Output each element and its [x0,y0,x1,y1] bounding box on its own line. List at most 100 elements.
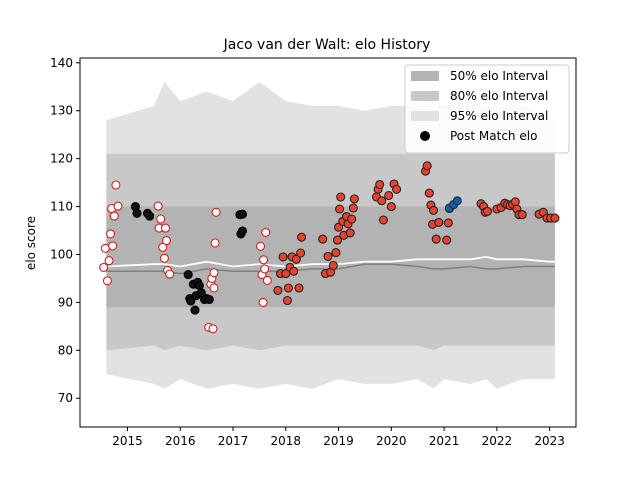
post-match-elo-point [109,211,119,221]
post-match-elo-point [422,161,432,171]
legend-swatch [411,91,439,101]
post-match-elo-point [258,297,268,307]
plot-frame [79,57,577,428]
post-match-elo-point [335,204,345,214]
post-match-elo-point [424,188,434,198]
post-match-elo-point [384,190,394,201]
post-match-elo-point [161,236,172,246]
legend-swatch [411,111,439,121]
post-match-elo-point [237,209,248,219]
y-tick-label: 100 [50,247,73,261]
post-match-elo-point [375,179,385,190]
legend: 50% elo Interval 80% elo Interval 95% elo … [404,64,570,154]
post-match-elo-point [255,241,266,251]
x-tick-label: 2018 [271,434,302,448]
post-match-elo-point [132,208,142,218]
post-match-elo-point [386,202,396,212]
post-match-elo-point [294,283,304,293]
x-tick-label: 2022 [482,434,513,448]
post-match-elo-point [452,196,462,206]
post-match-elo-point [318,234,328,244]
legend-box [404,64,570,154]
legend-marker [420,131,430,141]
y-axis: 70 80 90 100 110 120 130 140 [50,56,80,405]
post-match-elo-point [278,252,288,262]
post-match-elo-point [349,194,359,204]
post-match-elo-point [482,206,492,216]
post-match-elo-point [431,234,441,244]
post-match-elo-point [111,180,121,190]
post-match-elo-point [348,203,358,213]
post-match-elo-point [289,266,299,276]
post-match-elo-point [106,229,116,239]
post-match-elo-point [211,207,221,217]
post-match-elo-point [517,210,527,220]
post-match-elo-point [345,228,355,238]
legend-label: 95% elo Interval [450,109,548,123]
post-match-elo-point [183,270,193,280]
post-match-elo-point [186,296,196,306]
post-match-elo-point [296,248,306,258]
post-match-elo-point [237,226,248,236]
post-match-elo-point [392,184,402,194]
x-axis: 2015 2016 2017 2018 2019 2020 2021 2022 2023 [112,427,565,448]
post-match-elo-point [336,192,346,202]
post-match-elo-point [273,285,283,295]
post-match-elo-point [550,213,560,223]
post-match-elo-point [259,255,269,265]
post-match-elo-point [102,276,112,286]
post-match-elo-point [377,196,387,206]
post-match-elo-point [165,269,175,279]
legend-label: Post Match elo [450,129,537,143]
y-tick-label: 130 [50,104,73,118]
post-match-elo-point [282,295,292,306]
y-axis-label: elo score [24,216,38,270]
post-match-elo-point [160,223,171,233]
y-tick-label: 90 [58,295,73,309]
post-match-elo-point [153,201,163,211]
post-match-elo-point [261,227,271,237]
post-match-elo-point [428,205,439,215]
x-tick-label: 2016 [165,434,196,448]
legend-swatch [411,71,439,81]
median-elo-line [106,255,555,268]
post-match-elo-point [297,232,307,242]
post-match-elo-point [328,260,338,271]
post-match-elo-point [204,294,214,305]
post-match-elo-point [442,235,452,245]
post-match-elo-point [510,197,520,207]
post-match-elo-point [209,268,219,278]
post-match-elo-point [156,214,166,224]
plot-area [99,82,560,389]
post-match-elo-point [331,248,341,258]
y-tick-label: 80 [58,343,73,357]
legend-label: 50% elo Interval [450,69,548,83]
post-match-elo-point [434,217,444,227]
y-tick-label: 140 [50,56,73,70]
post-match-elo-point [145,211,155,221]
post-match-elo-point [100,243,110,253]
x-tick-label: 2023 [534,434,565,448]
post-match-elo-point [190,305,200,315]
post-match-elo-point [332,235,343,245]
post-match-elo-point [323,251,333,261]
post-match-elo-point [113,201,123,211]
post-match-elo-point [283,283,293,293]
x-tick-label: 2019 [323,434,354,448]
post-match-elo-point [209,283,219,293]
x-tick-label: 2017 [218,434,249,448]
post-match-elo-point [291,254,301,264]
post-match-elo-point [99,262,109,272]
post-match-elo-point [104,256,114,266]
post-match-elo-point [262,275,272,285]
post-match-elo-point [260,264,270,274]
chart-title: Jaco van der Walt: elo History [223,37,431,53]
post-match-elo-point [378,215,388,225]
post-match-elo-point [208,324,218,334]
post-match-elo-point [210,238,220,248]
post-match-elo-point [443,218,453,228]
x-tick-label: 2020 [376,434,407,448]
legend-label: 80% elo Interval [450,89,548,103]
post-match-elo-point [347,214,357,224]
